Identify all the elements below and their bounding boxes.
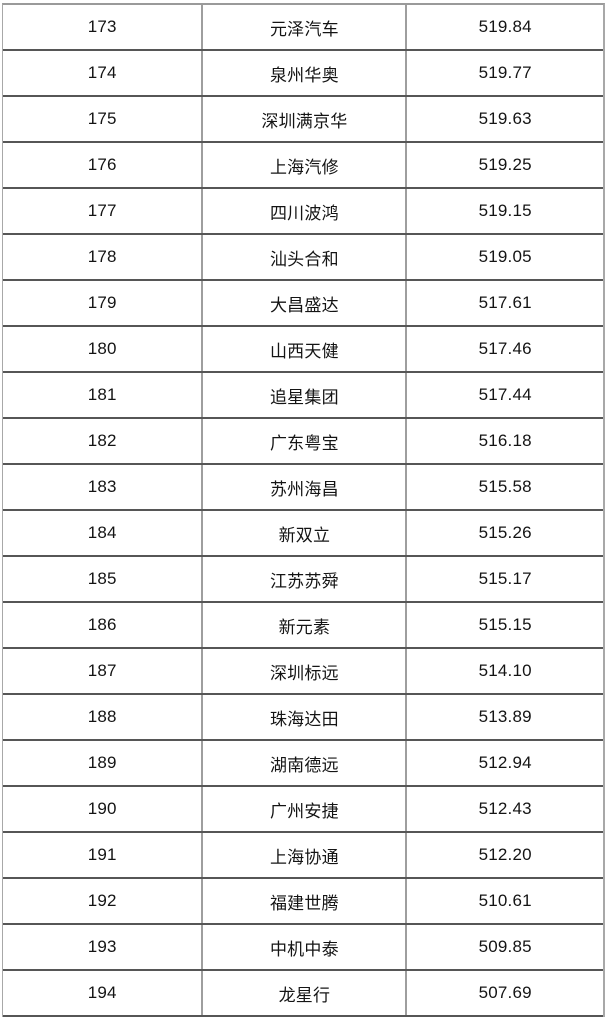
table-row: 187 深圳标远 514.10 bbox=[3, 649, 603, 695]
rank-cell: 193 bbox=[3, 925, 204, 969]
company-name-cell: 广东粤宝 bbox=[203, 419, 408, 463]
score-cell: 515.26 bbox=[478, 523, 532, 542]
table-row: 174 泉州华奥 519.77 bbox=[3, 51, 603, 97]
score-cell: 516.18 bbox=[478, 431, 532, 450]
rank-cell: 179 bbox=[3, 281, 204, 325]
company-name-cell: 苏州海昌 bbox=[203, 465, 408, 509]
ranking-table: 173 元泽汽车 519.84 174 泉州华奥 519.77 175 深圳满京… bbox=[2, 3, 605, 1017]
table-row: 193 中机中泰 509.85 bbox=[3, 925, 603, 971]
rank-cell: 178 bbox=[3, 235, 204, 279]
rank-cell: 177 bbox=[3, 189, 204, 233]
table-row: 177 四川波鸿 519.15 bbox=[3, 189, 603, 235]
company-name-cell: 湖南德远 bbox=[203, 741, 408, 785]
table-row: 181 追星集团 517.44 bbox=[3, 373, 603, 419]
score-cell: 509.85 bbox=[478, 937, 532, 956]
rank-cell: 188 bbox=[3, 695, 204, 739]
company-name-cell: 广州安捷 bbox=[203, 787, 408, 831]
table-row: 180 山西天健 517.46 bbox=[3, 327, 603, 373]
table-row: 191 上海协通 512.20 bbox=[3, 833, 603, 879]
table-row: 190 广州安捷 512.43 bbox=[3, 787, 603, 833]
rank-cell: 187 bbox=[3, 649, 204, 693]
score-cell: 519.25 bbox=[478, 155, 532, 174]
rank-cell: 185 bbox=[3, 557, 204, 601]
score-cell: 512.94 bbox=[478, 753, 532, 772]
company-name-cell: 中机中泰 bbox=[203, 925, 408, 969]
company-name-cell: 上海协通 bbox=[203, 833, 408, 877]
score-cell: 519.77 bbox=[478, 63, 532, 82]
company-name-cell: 上海汽修 bbox=[203, 143, 408, 187]
company-name-cell: 新元素 bbox=[203, 603, 408, 647]
table-row: 188 珠海达田 513.89 bbox=[3, 695, 603, 741]
table-row: 189 湖南德远 512.94 bbox=[3, 741, 603, 787]
score-cell: 519.05 bbox=[478, 247, 532, 266]
table-row: 178 汕头合和 519.05 bbox=[3, 235, 603, 281]
score-cell: 514.10 bbox=[478, 661, 532, 680]
rank-cell: 180 bbox=[3, 327, 204, 371]
company-name-cell: 汕头合和 bbox=[203, 235, 408, 279]
table-row: 182 广东粤宝 516.18 bbox=[3, 419, 603, 465]
rank-cell: 192 bbox=[3, 879, 204, 923]
table-row: 192 福建世腾 510.61 bbox=[3, 879, 603, 925]
table-row: 179 大昌盛达 517.61 bbox=[3, 281, 603, 327]
rank-cell: 183 bbox=[3, 465, 204, 509]
company-name-cell: 江苏苏舜 bbox=[203, 557, 408, 601]
company-name-cell: 山西天健 bbox=[203, 327, 408, 371]
rank-cell: 173 bbox=[3, 5, 204, 49]
score-cell: 517.61 bbox=[478, 293, 532, 312]
score-cell: 515.17 bbox=[478, 569, 532, 588]
rank-cell: 175 bbox=[3, 97, 204, 141]
company-name-cell: 元泽汽车 bbox=[203, 5, 408, 49]
company-name-cell: 泉州华奥 bbox=[203, 51, 408, 95]
company-name-cell: 珠海达田 bbox=[203, 695, 408, 739]
rank-cell: 190 bbox=[3, 787, 204, 831]
score-cell: 513.89 bbox=[478, 707, 532, 726]
score-cell: 519.63 bbox=[478, 109, 532, 128]
company-name-cell: 四川波鸿 bbox=[203, 189, 408, 233]
table-row: 173 元泽汽车 519.84 bbox=[3, 5, 603, 51]
table-row: 184 新双立 515.26 bbox=[3, 511, 603, 557]
rank-cell: 189 bbox=[3, 741, 204, 785]
score-cell: 512.43 bbox=[478, 799, 532, 818]
score-cell: 517.44 bbox=[478, 385, 532, 404]
table-row: 176 上海汽修 519.25 bbox=[3, 143, 603, 189]
table-row: 194 龙星行 507.69 bbox=[3, 971, 603, 1017]
score-cell: 519.84 bbox=[478, 17, 532, 36]
score-cell: 510.61 bbox=[478, 891, 532, 910]
company-name-cell: 大昌盛达 bbox=[203, 281, 408, 325]
score-cell: 507.69 bbox=[478, 983, 532, 1002]
company-name-cell: 新双立 bbox=[203, 511, 408, 555]
score-cell: 515.58 bbox=[478, 477, 532, 496]
score-cell: 515.15 bbox=[478, 615, 532, 634]
table-row: 183 苏州海昌 515.58 bbox=[3, 465, 603, 511]
score-cell: 519.15 bbox=[478, 201, 532, 220]
company-name-cell: 深圳满京华 bbox=[203, 97, 408, 141]
company-name-cell: 龙星行 bbox=[203, 971, 408, 1015]
table-row: 175 深圳满京华 519.63 bbox=[3, 97, 603, 143]
rank-cell: 191 bbox=[3, 833, 204, 877]
rank-cell: 182 bbox=[3, 419, 204, 463]
score-cell: 517.46 bbox=[478, 339, 532, 358]
rank-cell: 181 bbox=[3, 373, 204, 417]
table-row: 186 新元素 515.15 bbox=[3, 603, 603, 649]
rank-cell: 174 bbox=[3, 51, 204, 95]
table-row: 185 江苏苏舜 515.17 bbox=[3, 557, 603, 603]
rank-cell: 186 bbox=[3, 603, 204, 647]
score-cell: 512.20 bbox=[478, 845, 532, 864]
company-name-cell: 深圳标远 bbox=[203, 649, 408, 693]
company-name-cell: 福建世腾 bbox=[203, 879, 408, 923]
company-name-cell: 追星集团 bbox=[203, 373, 408, 417]
rank-cell: 194 bbox=[3, 971, 204, 1015]
rank-cell: 176 bbox=[3, 143, 204, 187]
rank-cell: 184 bbox=[3, 511, 204, 555]
